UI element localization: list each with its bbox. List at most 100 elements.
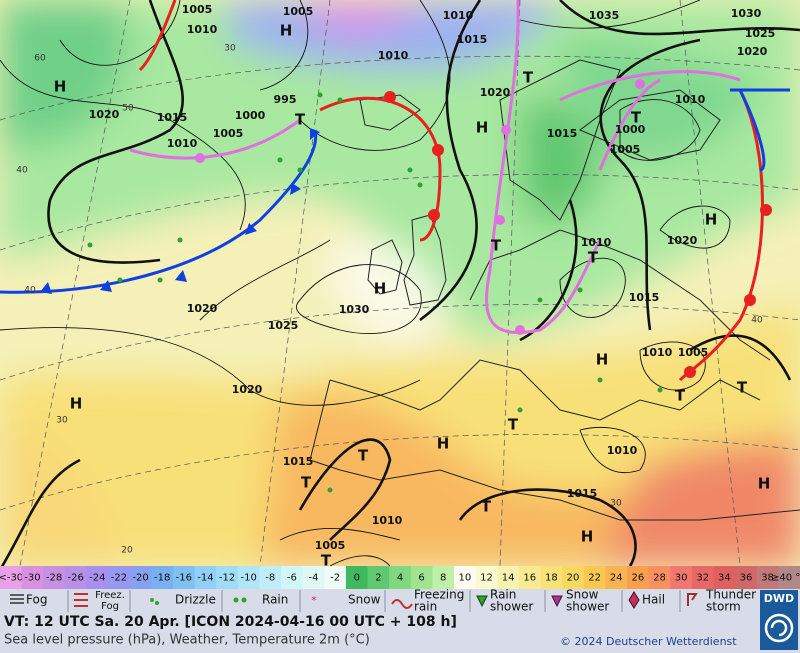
scale-label: 22 xyxy=(588,573,601,584)
pressure-center: H xyxy=(70,395,83,413)
legend-label: rain xyxy=(414,600,437,614)
scale-cell xyxy=(216,566,239,589)
pressure-center: T xyxy=(508,416,519,434)
pressure-center: H xyxy=(437,435,450,453)
isobar-labels: 1005 1005 1010 1035 1030 1010 1025 1015 … xyxy=(89,3,776,552)
scale-label: 6 xyxy=(418,573,424,584)
latitude-label: 30 xyxy=(56,416,68,426)
isobar-label: 1020 xyxy=(737,45,768,58)
pressure-center: T xyxy=(631,109,642,127)
scale-label: 34 xyxy=(718,573,731,584)
scale-label: -10 xyxy=(240,573,256,584)
scale-label: -14 xyxy=(197,573,213,584)
isobar-label: 995 xyxy=(274,93,297,106)
temperature-scale: <-30 -30 -28 -26 -24 -22 -20 -18 -16 -14 -12 -10 -8-… xyxy=(0,566,800,589)
legend-label: Drizzle xyxy=(175,593,216,607)
scale-label: -6 xyxy=(287,573,297,584)
isobar-label: 1020 xyxy=(232,383,263,396)
scale-label: -8 xyxy=(265,573,275,584)
pressure-center: H xyxy=(596,351,609,369)
scale-cell xyxy=(778,566,800,589)
pressure-center: T xyxy=(491,237,502,255)
scale-label: -2 xyxy=(330,573,340,584)
isobar-label: 1015 xyxy=(157,111,188,124)
legend: * Fog Freez. Fog Drizzle Rain Snow Freez… xyxy=(0,588,800,614)
scale-cell xyxy=(172,566,196,589)
scale-label: 8 xyxy=(440,573,446,584)
isobar-label: 1020 xyxy=(480,86,511,99)
pressure-center: T xyxy=(737,379,748,397)
scale-label: 28 xyxy=(653,573,666,584)
scale-cell xyxy=(302,566,325,589)
pressure-center: T xyxy=(523,69,534,87)
isobar-label: 1010 xyxy=(675,93,706,106)
isobar-label: 1010 xyxy=(378,49,409,62)
scale-label: 20 xyxy=(567,573,580,584)
scale-cell xyxy=(21,566,44,589)
scale-cell xyxy=(670,566,693,589)
pressure-center: H xyxy=(705,211,718,229)
scale-cell xyxy=(648,566,671,589)
scale-cell xyxy=(389,566,412,589)
scale-cell xyxy=(475,566,498,589)
scale-label: 26 xyxy=(631,573,644,584)
scale-cell xyxy=(540,566,563,589)
valid-time: VT: 12 UTC Sa. 20 Apr. [ICON 2024-04-16 … xyxy=(4,614,457,630)
svg-text:*: * xyxy=(311,594,317,607)
latitude-label: 30 xyxy=(224,44,236,54)
legend-label: storm xyxy=(706,600,741,614)
scale-label: -18 xyxy=(154,573,170,584)
latitude-label: 40 xyxy=(751,316,763,326)
pressure-center: T xyxy=(301,474,312,492)
latitude-label: 30 xyxy=(610,499,622,509)
isobar-label: 1005 xyxy=(182,3,213,16)
latitude-label: 40 xyxy=(24,286,36,296)
legend-label: Freez. xyxy=(95,590,125,601)
scale-label: -4 xyxy=(309,573,319,584)
scale-label: 14 xyxy=(502,573,515,584)
isobar-label: 1005 xyxy=(283,5,314,18)
logo-text: DWD xyxy=(764,592,794,605)
legend-label: Fog xyxy=(26,593,47,607)
isobar-label: 1025 xyxy=(745,27,776,40)
legend-label: Hail xyxy=(642,593,665,607)
scale-label: 16 xyxy=(523,573,536,584)
latitude-label: 40 xyxy=(16,166,28,176)
scale-label: -30 xyxy=(24,573,40,584)
latitude-label: 20 xyxy=(121,546,133,556)
isobar-label: 1005 xyxy=(213,127,244,140)
isobar-label: 1015 xyxy=(457,33,488,46)
isobar-label: 1010 xyxy=(372,514,403,527)
scale-cell xyxy=(410,566,433,589)
scale-cell xyxy=(43,566,66,589)
isobars xyxy=(0,0,800,571)
scale-cell xyxy=(0,566,23,589)
scale-label: <-30 xyxy=(0,573,23,584)
isobar-label: 1030 xyxy=(339,303,370,316)
scale-label: 2 xyxy=(375,573,381,584)
scale-cell xyxy=(691,566,715,589)
scale-label: -28 xyxy=(46,573,62,584)
isobar-label: 1020 xyxy=(667,234,698,247)
scale-label: 38 xyxy=(761,573,774,584)
scale-cell xyxy=(432,566,455,589)
legend-label: Snow xyxy=(566,588,599,602)
scale-label: 36 xyxy=(740,573,753,584)
footer: VT: 12 UTC Sa. 20 Apr. [ICON 2024-04-16 … xyxy=(4,590,798,650)
legend-label: Rain xyxy=(262,593,288,607)
legend-label: Snow xyxy=(348,593,381,607)
scale-label: 32 xyxy=(696,573,709,584)
isobar-label: 1015 xyxy=(567,487,598,500)
latitude-label: 50 xyxy=(122,104,134,114)
scale-cell xyxy=(108,566,131,589)
scale-cell xyxy=(367,566,390,589)
scale-label: -26 xyxy=(68,573,84,584)
legend-label: Thunder xyxy=(705,588,756,602)
scale-cell xyxy=(345,566,369,589)
scale-label: 10 xyxy=(458,573,471,584)
legend-label: shower xyxy=(566,600,609,614)
pressure-center: H xyxy=(476,119,489,137)
pressure-center: H xyxy=(54,78,67,96)
scale-label: 30 xyxy=(675,573,688,584)
